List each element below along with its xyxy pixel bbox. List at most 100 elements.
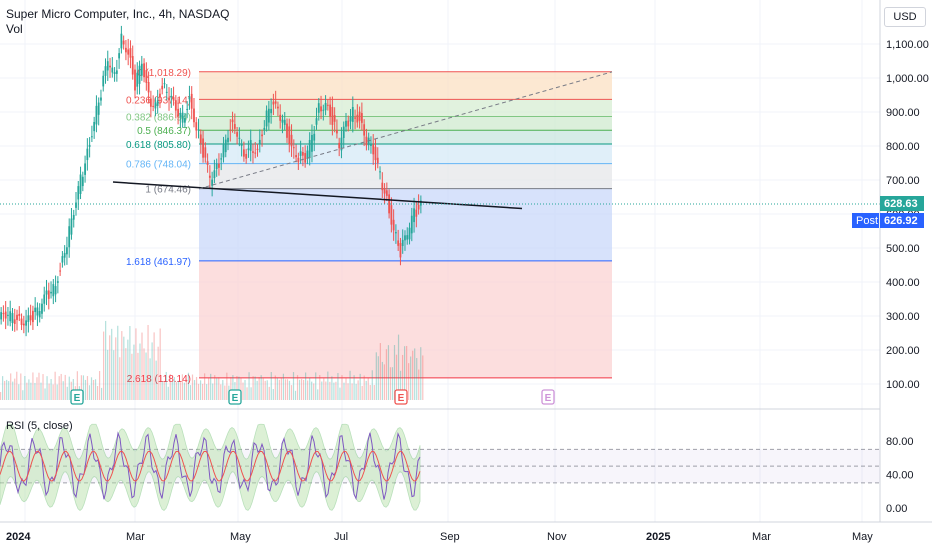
volume-bar: [8, 381, 10, 400]
earnings-marker[interactable]: [70, 389, 84, 405]
candle-body: [102, 75, 105, 87]
earnings-marker[interactable]: [394, 389, 408, 405]
volume-bar: [317, 389, 319, 400]
post-label-badge: [852, 213, 879, 228]
fib-level-label: 0.382 (886.94): [126, 112, 191, 123]
candle-body: [188, 96, 191, 100]
fib-level-label: 0.786 (748.04): [126, 160, 191, 171]
candle-body: [227, 137, 229, 143]
volume-bar: [165, 371, 167, 400]
volume-bar: [197, 383, 200, 400]
volume-bar: [406, 345, 408, 400]
volume-label[interactable]: Vol: [6, 22, 23, 36]
candle-body: [317, 103, 320, 113]
volume-bar: [300, 378, 303, 400]
candle-body: [54, 286, 57, 295]
candle-body: [193, 108, 195, 123]
candle-body: [197, 129, 200, 131]
price-tick: 800.00: [886, 141, 920, 153]
candle-body: [229, 129, 232, 131]
volume-bar: [361, 385, 363, 400]
time-tick: Mar: [752, 531, 771, 543]
volume-bar: [367, 378, 369, 400]
volume-bar: [117, 325, 119, 400]
candle-body: [9, 311, 12, 322]
volume-bar: [145, 352, 147, 400]
volume-bar: [86, 376, 89, 400]
volume-bar: [123, 336, 125, 400]
candle-body: [322, 109, 325, 111]
volume-bar: [331, 376, 333, 400]
candle-body: [109, 65, 111, 68]
volume-bar: [282, 373, 284, 400]
candle-body: [63, 252, 66, 258]
volume-bar: [151, 342, 153, 400]
candle-body: [413, 208, 415, 223]
candle-body: [331, 107, 334, 125]
volume-bar: [220, 384, 222, 400]
candle-body: [134, 69, 136, 91]
volume-bar: [311, 381, 313, 400]
volume-bar: [395, 354, 398, 400]
volume-bar: [143, 348, 145, 400]
candle-body: [136, 72, 139, 87]
volume-bar: [216, 378, 218, 400]
volume-bar: [181, 374, 183, 400]
volume-bar: [286, 379, 289, 400]
fib-level-label: 0 (1,018.29): [137, 68, 191, 79]
candle-body: [365, 136, 368, 146]
candle-body: [374, 146, 377, 161]
volume-bar: [199, 380, 202, 400]
candle-body: [231, 119, 234, 123]
volume-bar: [147, 325, 149, 400]
volume-bar: [371, 370, 373, 400]
volume-bar: [12, 381, 14, 400]
earnings-marker[interactable]: [541, 389, 555, 405]
volume-bar: [121, 331, 123, 400]
rsi-label[interactable]: RSI (5, close): [6, 420, 73, 432]
volume-bar: [343, 382, 345, 400]
volume-bar: [294, 390, 297, 400]
price-axis[interactable]: 1,100.001,000.00900.00800.00700.00600.00…: [886, 39, 929, 391]
candle-body: [204, 147, 207, 158]
volume-bar: [224, 385, 226, 400]
volume-bar: [24, 376, 26, 400]
chart-header: Super Micro Computer, Inc., 4h, NASDAQ V…: [6, 7, 229, 37]
volume-bar: [133, 344, 135, 400]
candle-body: [415, 209, 418, 217]
candle-body: [208, 175, 211, 178]
earnings-marker[interactable]: [228, 389, 242, 405]
candle-body: [326, 104, 329, 106]
volume-bar: [139, 343, 141, 400]
volume-bar: [412, 350, 414, 400]
symbol-title[interactable]: Super Micro Computer, Inc., 4h, NASDAQ: [6, 7, 230, 21]
volume-bar: [315, 372, 317, 400]
volume-bar: [393, 345, 396, 400]
candle-body: [29, 315, 32, 321]
currency-button[interactable]: USD: [884, 7, 926, 27]
candle-body: [288, 126, 291, 145]
fibonacci-retracement[interactable]: 0 (1,018.29)0.236 (937.14)0.382 (886.94)…: [126, 68, 612, 385]
candle-body: [397, 240, 400, 246]
volume-bar: [262, 378, 264, 400]
price-tick: 1,000.00: [886, 73, 929, 85]
candle-body: [165, 91, 168, 93]
time-axis[interactable]: 2024 Mar May Jul Sep Nov 2025 Mar May: [6, 531, 873, 543]
volume-bar: [307, 380, 309, 400]
volume-bar: [290, 385, 293, 400]
volume-bar: [36, 377, 38, 400]
rsi-axis[interactable]: 80.00 40.00 0.00: [886, 436, 914, 515]
volume-bar: [30, 382, 32, 400]
volume-bar: [189, 385, 192, 400]
candle-body: [38, 310, 41, 318]
volume-bar: [153, 332, 155, 400]
price-tick: 500.00: [886, 243, 920, 255]
time-tick: Sep: [440, 531, 460, 543]
candle-body: [215, 163, 218, 170]
volume-bar: [387, 345, 390, 400]
candle-body: [301, 152, 304, 156]
trendline-dashed[interactable]: [198, 71, 613, 190]
volume-bar: [284, 379, 287, 400]
